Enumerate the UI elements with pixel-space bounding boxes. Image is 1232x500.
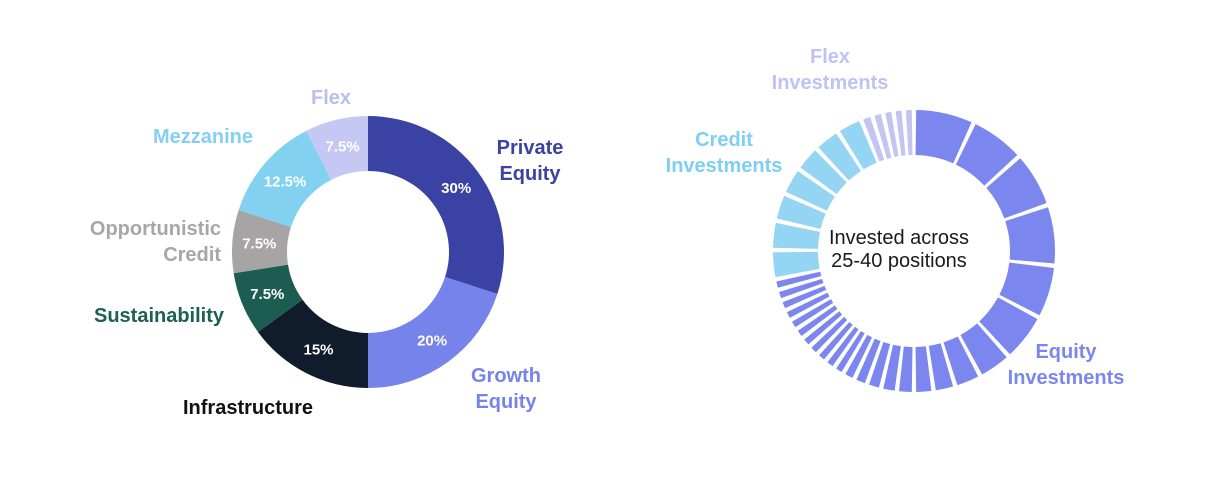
position-segment-equity-investments-6	[979, 297, 1038, 355]
donut-segment-sustainability	[233, 264, 303, 332]
position-segment-equity-investments-20	[804, 311, 843, 345]
donut-segment-private-equity	[368, 116, 504, 295]
position-segment-equity-investments-4	[1005, 207, 1055, 264]
category-label-flex: Flex	[310, 87, 352, 109]
value-label-infrastructure: 15%	[303, 341, 333, 358]
category-label-credit-investments: Credit Investments	[665, 129, 783, 178]
position-segment-equity-investments-15	[845, 334, 873, 378]
position-segment-flex-investments-4	[895, 110, 906, 156]
position-segment-flex-investments-1	[863, 116, 885, 162]
position-segment-equity-investments-18	[819, 322, 853, 360]
position-segment-equity-investments-3	[986, 158, 1047, 219]
value-label-growth-equity: 20%	[417, 332, 447, 349]
category-label-flex-investments: Flex Investments	[771, 46, 889, 95]
position-segment-credit-investments-4	[786, 171, 835, 211]
position-segment-equity-investments-13	[869, 341, 891, 388]
position-segment-equity-investments-16	[836, 331, 865, 372]
donut-segment-opportunistic-credit	[231, 209, 291, 274]
category-label-sustainability: Sustainability	[93, 305, 225, 327]
category-label-private-equity: Private Equity	[496, 137, 564, 186]
position-segment-equity-investments-25	[779, 278, 824, 299]
position-segment-equity-investments-21	[797, 305, 838, 337]
position-segment-credit-investments-5	[800, 150, 847, 195]
donut-segment-infrastructure	[257, 299, 368, 388]
value-label-flex: 7.5%	[325, 138, 359, 155]
position-segment-flex-investments-5	[905, 110, 913, 156]
donut-segment-growth-equity	[368, 277, 498, 388]
category-label-growth-equity: Growth Equity	[471, 365, 541, 414]
donut-segment-flex	[306, 116, 368, 180]
position-segment-equity-investments-17	[827, 326, 859, 367]
position-segment-equity-investments-24	[782, 285, 827, 309]
position-segment-flex-investments-2	[874, 113, 892, 159]
category-label-opportunistic-credit: Opportunistic Credit	[89, 218, 221, 267]
position-segment-equity-investments-26	[776, 271, 822, 288]
value-label-mezzanine: 12.5%	[264, 173, 307, 190]
position-segment-equity-investments-9	[928, 343, 954, 391]
donut-segment-mezzanine	[238, 130, 332, 227]
position-segment-equity-investments-10	[915, 346, 932, 392]
position-segment-equity-investments-22	[792, 299, 834, 328]
category-label-equity-investments: Equity Investments	[1007, 341, 1125, 390]
positions-donut	[773, 110, 1055, 392]
position-segment-equity-investments-7	[960, 323, 1007, 375]
position-segment-credit-investments-6	[818, 133, 862, 181]
value-label-opportunistic-credit: 7.5%	[242, 236, 276, 253]
position-segment-equity-investments-12	[883, 344, 901, 391]
position-segment-credit-investments-3	[776, 195, 826, 229]
position-segment-equity-investments-14	[856, 338, 881, 384]
value-label-sustainability: 7.5%	[250, 286, 284, 303]
position-segment-credit-investments-2	[773, 222, 820, 249]
category-label-mezzanine: Mezzanine	[152, 126, 254, 148]
positions-donut-center-text: Invested across 25-40 positions	[828, 227, 970, 272]
strategy-allocation-donut: 30% 20% 15% 7.5% 7.5% 12.5% 7.5%	[231, 116, 504, 388]
category-label-infrastructure: Infrastructure	[182, 397, 314, 419]
position-segment-equity-investments-1	[915, 110, 972, 164]
position-segment-equity-investments-23	[786, 292, 830, 318]
position-segment-flex-investments-3	[885, 111, 899, 158]
position-segment-equity-investments-19	[811, 316, 848, 353]
position-segment-equity-investments-5	[999, 262, 1054, 316]
position-segment-equity-investments-8	[943, 336, 979, 386]
value-label-private-equity: 30%	[441, 180, 471, 197]
position-segment-credit-investments-7	[839, 121, 877, 170]
position-segment-equity-investments-11	[899, 346, 913, 392]
position-segment-credit-investments-1	[773, 251, 820, 278]
position-segment-equity-investments-2	[955, 124, 1018, 186]
